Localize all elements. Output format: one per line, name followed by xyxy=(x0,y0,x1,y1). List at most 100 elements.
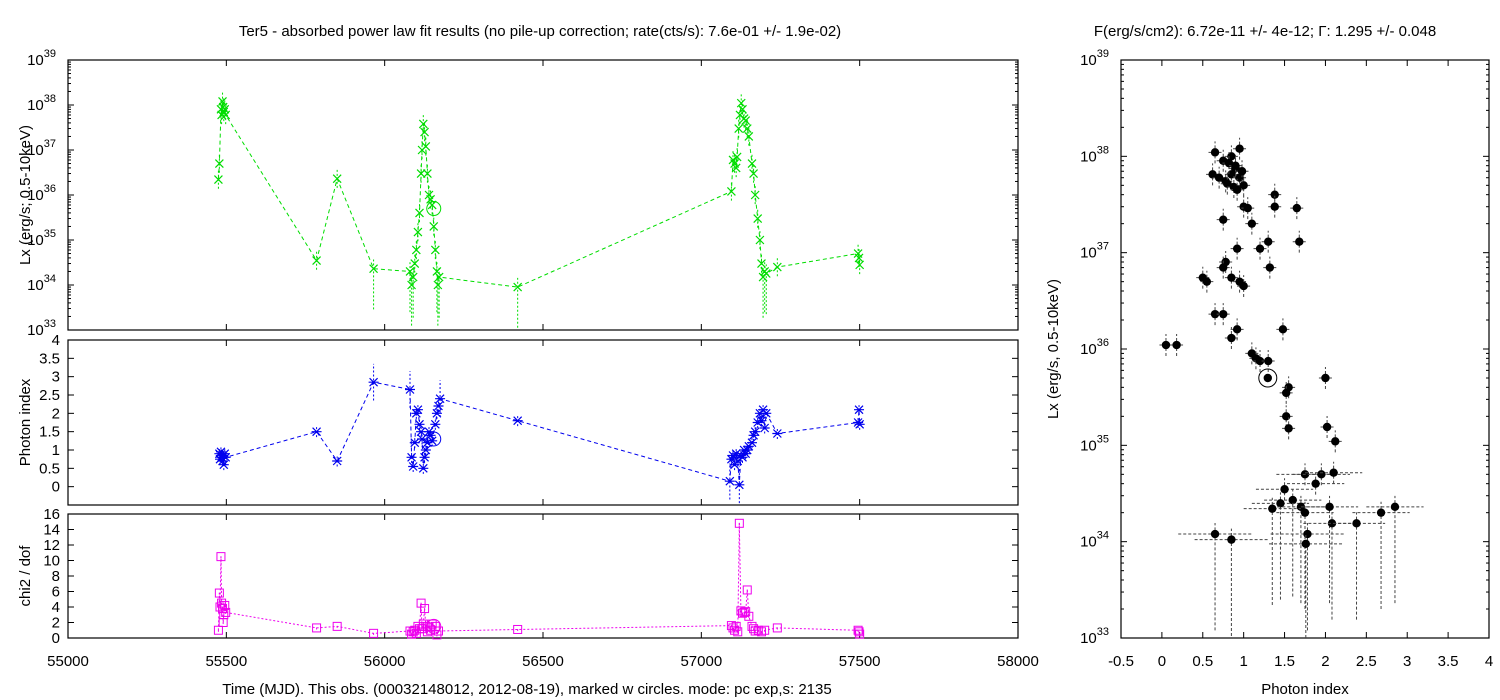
data-point xyxy=(1264,356,1273,366)
x-tick-label: 57000 xyxy=(680,653,722,670)
data-point xyxy=(427,200,437,210)
data-point xyxy=(734,480,745,490)
y-tick-label: 16 xyxy=(43,506,60,523)
data-point xyxy=(761,408,772,418)
x-tick-label: 0.5 xyxy=(1192,653,1213,670)
x-tick-label: 4 xyxy=(1485,653,1493,670)
data-point xyxy=(332,174,342,184)
x-tick-label: 3 xyxy=(1403,653,1411,670)
data-point xyxy=(772,623,782,633)
data-point xyxy=(412,405,423,415)
data-point xyxy=(756,416,767,426)
data-point xyxy=(855,260,865,270)
data-point xyxy=(1295,237,1304,246)
data-point xyxy=(420,127,429,137)
data-point xyxy=(332,621,342,631)
data-point xyxy=(1325,502,1334,512)
y-tick-exponent: 36 xyxy=(1097,337,1109,349)
x-tick-label: 1.5 xyxy=(1274,653,1295,670)
data-point xyxy=(1223,179,1232,188)
y-tick-exponent: 38 xyxy=(1097,144,1109,156)
data-point xyxy=(1352,519,1361,528)
y-tick-label: 2 xyxy=(52,615,60,632)
data-point xyxy=(218,460,229,470)
data-point xyxy=(220,600,230,610)
data-point xyxy=(1172,340,1181,350)
data-point xyxy=(411,628,421,638)
y-tick-label: 1036 xyxy=(1080,337,1109,358)
data-point xyxy=(742,124,752,133)
data-point xyxy=(431,408,442,418)
data-point xyxy=(1265,263,1275,272)
data-point xyxy=(1208,170,1217,179)
chi2_vs_time-series-line xyxy=(217,523,861,637)
data-point xyxy=(217,598,227,608)
data-point xyxy=(738,608,747,618)
data-point xyxy=(755,235,765,245)
data-point xyxy=(1227,535,1236,544)
data-point xyxy=(855,629,865,639)
x-tick-label: 55500 xyxy=(205,653,247,670)
x-tick-label: 56500 xyxy=(522,653,564,670)
data-point xyxy=(732,152,742,162)
data-point xyxy=(1276,499,1285,508)
data-point xyxy=(1270,202,1279,211)
y-tick-label: 8 xyxy=(52,568,60,585)
data-point xyxy=(311,427,322,437)
data-point xyxy=(1237,167,1247,176)
x-tick-label: 2 xyxy=(1321,653,1329,670)
lx_vs_photon_index-panel: 1033 1034 1035 1036 1037 1038 1039 -0.5 0 0.5 1 1.5… xyxy=(1045,48,1493,698)
photon_index_vs_time-frame xyxy=(67,339,1019,506)
data-point xyxy=(416,598,426,608)
data-point xyxy=(1280,485,1289,494)
data-point xyxy=(1288,495,1297,505)
right-chart-title: F(erg/s/cm2): 6.72e-11 +/- 4e-12; Γ: 1.2… xyxy=(1094,23,1436,40)
x-tick-label: 55000 xyxy=(47,653,89,670)
data-point xyxy=(733,627,743,637)
lx_vs_time-y-axis-label: Lx (erg/s; 0.5-10keV) xyxy=(17,125,34,265)
data-point xyxy=(332,456,343,466)
data-point xyxy=(435,394,446,404)
data-point xyxy=(421,142,431,151)
data-point xyxy=(757,627,766,637)
data-point xyxy=(747,159,757,168)
data-point xyxy=(1161,340,1171,350)
data-point xyxy=(433,401,444,411)
data-point xyxy=(422,627,432,637)
data-point xyxy=(726,621,736,631)
data-point xyxy=(213,175,223,185)
data-point xyxy=(1327,519,1337,528)
y-tick-label: 4 xyxy=(52,599,60,616)
y-tick-label: 1039 xyxy=(1080,48,1109,69)
data-point xyxy=(415,208,424,218)
data-point xyxy=(427,436,438,446)
y-tick-label: 10 xyxy=(43,553,60,570)
x-tick-label: -0.5 xyxy=(1108,653,1134,670)
x-tick-label: 58000 xyxy=(997,653,1039,670)
data-point xyxy=(760,625,770,635)
data-point xyxy=(429,222,439,231)
data-point xyxy=(430,621,440,631)
data-point xyxy=(1321,373,1330,383)
data-point xyxy=(731,163,741,173)
data-point xyxy=(1292,203,1302,213)
data-point xyxy=(221,607,231,617)
y-tick-exponent: 39 xyxy=(44,48,56,60)
data-point xyxy=(434,626,443,636)
data-point xyxy=(734,518,744,528)
y-tick-label: 1038 xyxy=(1080,144,1109,165)
data-point xyxy=(753,625,763,635)
data-point xyxy=(750,626,760,636)
data-point xyxy=(433,280,443,290)
data-point xyxy=(410,259,420,268)
data-point xyxy=(512,416,523,426)
data-point xyxy=(369,264,379,274)
data-point xyxy=(732,456,743,466)
data-point xyxy=(1301,539,1311,549)
data-point xyxy=(744,132,754,141)
data-point xyxy=(432,267,442,276)
data-point xyxy=(738,104,747,114)
data-point xyxy=(772,262,782,272)
lx_vs_time-frame xyxy=(67,59,1019,331)
